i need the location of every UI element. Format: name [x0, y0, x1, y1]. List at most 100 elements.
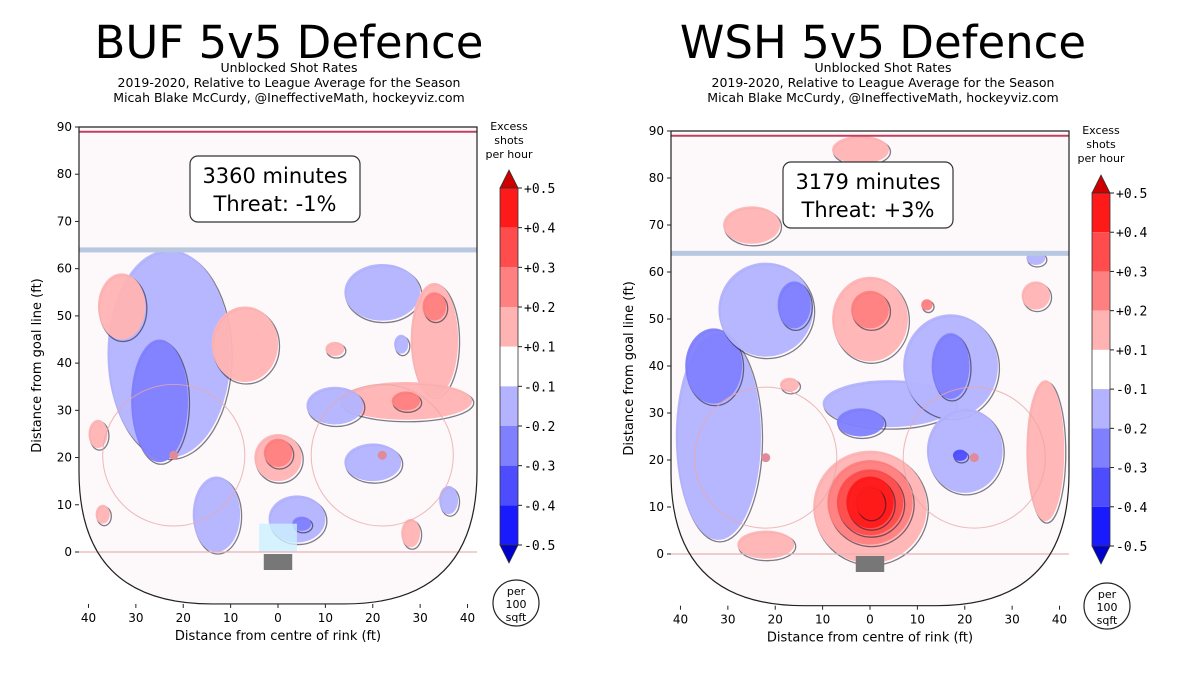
heat-contour	[832, 135, 889, 164]
colorbar-label: +0.4	[1116, 226, 1147, 241]
colorbar-header-line: Excess	[490, 120, 528, 133]
x-tick-label: 20	[768, 613, 783, 627]
colorbar-footer-circle	[1083, 582, 1131, 630]
colorbar-band	[1092, 467, 1110, 507]
faceoff-circle	[102, 383, 246, 527]
colorbar-label: +0.3	[524, 261, 555, 276]
heat-contour	[777, 281, 811, 329]
annotation-minutes: 3360 minutes	[202, 164, 347, 188]
colorbar-max-arrow	[499, 169, 519, 189]
x-tick-label: 0	[866, 613, 874, 627]
heat-contour	[192, 476, 241, 552]
y-tick-label: 60	[649, 265, 664, 279]
x-axis-label: Distance from centre of rink (ft)	[767, 631, 973, 646]
colorbar-label: -0.3	[524, 460, 555, 475]
y-tick-label: 50	[649, 312, 664, 326]
faceoff-dot	[761, 453, 771, 463]
x-tick-label: 20	[365, 611, 380, 625]
blue-line	[671, 250, 1069, 256]
y-tick-label: 90	[649, 124, 664, 138]
faceoff-dot	[169, 450, 179, 460]
colorbar-min-arrow	[1091, 545, 1111, 565]
y-tick-label: 70	[57, 214, 72, 228]
x-tick-label: 30	[413, 611, 428, 625]
colorbar-label: -0.5	[524, 539, 555, 554]
goal-crease	[851, 526, 889, 554]
chart-subtitle-season: 2019-2020, Relative to League Average fo…	[712, 75, 1055, 90]
colorbar-band	[500, 307, 518, 347]
annotation-box	[189, 155, 361, 223]
y-tick-label: 20	[57, 451, 72, 465]
y-tick-label: 80	[57, 167, 72, 181]
y-tick-label: 0	[64, 545, 72, 559]
colorbar-label: -0.1	[524, 380, 555, 395]
colorbar-band	[500, 386, 518, 426]
heat-contour	[685, 328, 743, 404]
heat-contour	[325, 341, 345, 357]
colorbar-band	[500, 465, 518, 506]
colorbar-band	[500, 227, 518, 268]
colorbar-label: -0.2	[1116, 422, 1147, 437]
colorbar-min-arrow	[499, 544, 519, 564]
y-tick-label: 10	[57, 498, 72, 512]
heat-contour	[211, 306, 278, 382]
chart-subtitle: Unblocked Shot Rates	[815, 60, 952, 75]
chart-title: BUF 5v5 Defence	[94, 16, 483, 69]
colorbar-max-arrow	[1091, 174, 1111, 194]
rink-boards	[670, 130, 1070, 607]
heat-contour	[391, 391, 421, 411]
heat-contour	[737, 530, 795, 559]
annotation-threat: Threat: -1%	[213, 192, 337, 216]
rink-boards	[78, 126, 478, 605]
y-tick-label: 30	[57, 403, 72, 417]
chart-subtitle-season: 2019-2020, Relative to League Average fo…	[118, 75, 461, 90]
colorbar-label: -0.1	[1116, 383, 1147, 398]
colorbar-label: +0.5	[1116, 187, 1147, 202]
y-tick-label: 40	[649, 359, 664, 373]
heat-contour	[410, 282, 459, 397]
chart-credit: Micah Blake McCurdy, @IneffectiveMath, h…	[113, 90, 464, 105]
y-tick-label: 90	[57, 120, 72, 134]
goal-crease	[259, 523, 297, 552]
faceoff-circle	[694, 386, 838, 529]
x-tick-label: 40	[673, 613, 688, 627]
heat-contour	[926, 408, 1003, 493]
rink-surface	[79, 127, 477, 604]
y-axis-label: Distance from goal line (ft)	[622, 281, 637, 455]
x-tick-label: 40	[81, 611, 96, 625]
colorbar-band	[500, 188, 518, 228]
chart-credit: Micah Blake McCurdy, @IneffectiveMath, h…	[707, 90, 1058, 105]
colorbar-footer-line: sqft	[506, 611, 527, 624]
heat-contour	[292, 516, 312, 531]
heat-contour	[131, 339, 188, 463]
colorbar-label: -0.3	[1116, 462, 1147, 477]
colorbar-band	[500, 346, 518, 387]
x-axis-label: Distance from centre of rink (ft)	[175, 629, 381, 644]
heat-contour	[851, 290, 889, 329]
heat-contour	[439, 485, 459, 515]
heat-contour	[97, 273, 146, 340]
heat-contour	[95, 504, 110, 524]
heat-contours	[88, 249, 475, 555]
chart-subtitle: Unblocked Shot Rates	[221, 60, 358, 75]
goal-net	[263, 554, 293, 570]
heat-contour	[723, 206, 780, 244]
goal-net	[855, 556, 885, 572]
colorbar-label: -0.4	[524, 499, 555, 514]
colorbar-header-line: shots	[494, 134, 524, 147]
heat-contour	[1021, 281, 1051, 310]
colorbar-band	[1092, 506, 1110, 546]
colorbar-label: +0.3	[1116, 265, 1147, 280]
colorbar-band	[500, 426, 518, 466]
colorbar-header-line: per hour	[486, 148, 533, 161]
y-tick-label: 70	[649, 218, 664, 232]
faceoff-dot	[377, 450, 387, 460]
y-tick-label: 20	[649, 453, 664, 467]
annotation-minutes: 3179 minutes	[795, 170, 940, 194]
y-tick-label: 10	[649, 500, 664, 514]
faceoff-circle	[902, 386, 1046, 529]
x-tick-label: 0	[274, 611, 282, 625]
colorbar-label: -0.4	[1116, 501, 1147, 516]
colorbar-frame	[499, 187, 519, 546]
